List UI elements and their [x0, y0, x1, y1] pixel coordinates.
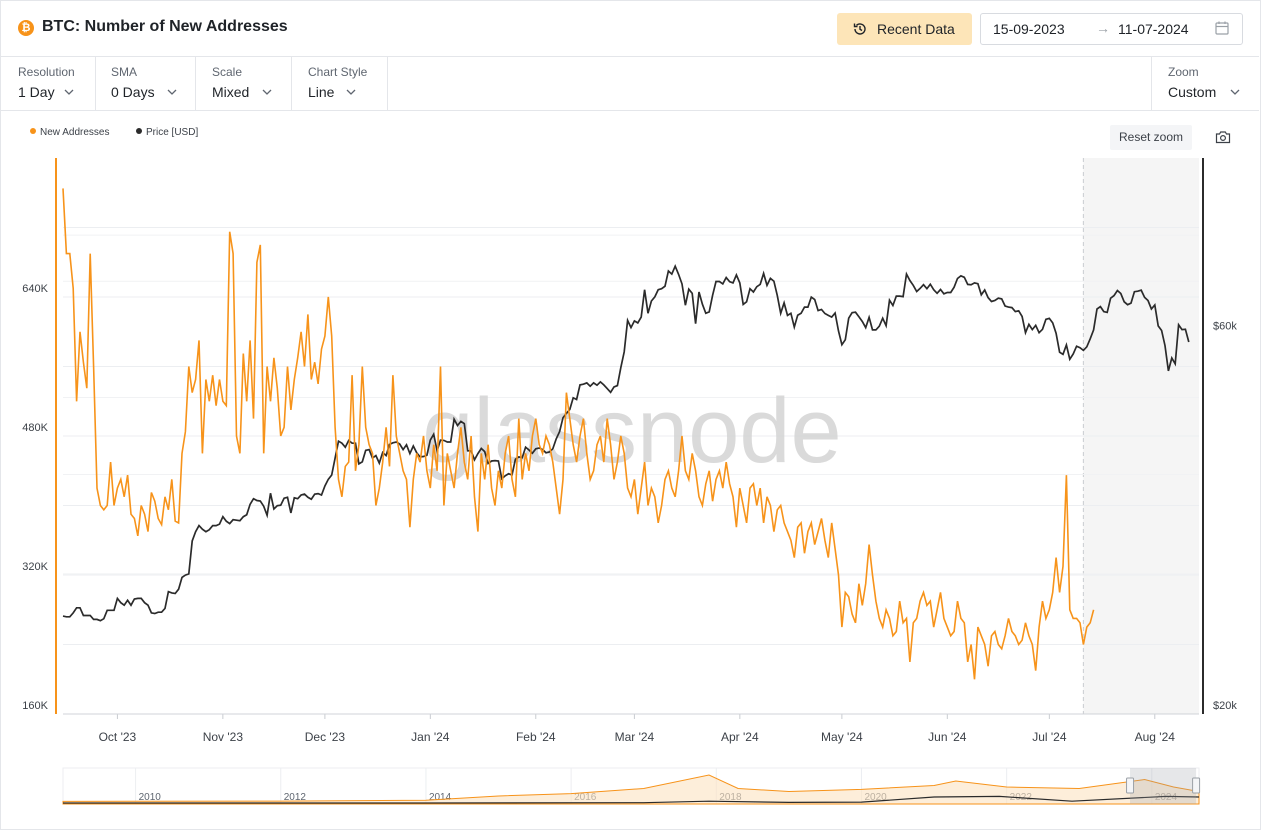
x-tick-label: Dec '23	[305, 730, 346, 744]
reset-zoom-button[interactable]: Reset zoom	[1110, 125, 1192, 150]
chevron-down-icon	[262, 89, 272, 95]
x-tick-label: Jul '24	[1032, 730, 1067, 744]
zoom-value: Custom	[1168, 84, 1217, 100]
y-tick-label: 160K	[22, 700, 48, 712]
x-axis: Oct '23 Nov '23 Dec '23 Jan '24 Feb '24 Mar '…	[99, 714, 1176, 744]
controls-bar: Resolution 1 Day SMA 0 Days Scale Mixed …	[0, 57, 1259, 111]
x-tick-label: Aug '24	[1135, 730, 1176, 744]
x-tick-label: Jan '24	[411, 730, 450, 744]
date-from[interactable]: 15-09-2023	[993, 21, 1065, 37]
arrow-right-icon: →	[1096, 20, 1110, 36]
navigator-handle[interactable]	[1126, 777, 1135, 794]
x-tick-label: Apr '24	[721, 730, 759, 744]
navigator-year-label: 2014	[429, 792, 452, 803]
chart-style-label: Chart Style	[308, 65, 368, 79]
navigator-year-label: 2012	[284, 792, 307, 803]
date-range-picker[interactable]: 15-09-2023 → 11-07-2024	[980, 13, 1243, 45]
right-axis: $20k $60k	[1213, 320, 1237, 712]
recent-data-label: Recent Data	[877, 21, 955, 37]
navigator-series-price	[63, 795, 1200, 804]
bitcoin-icon: ₿	[18, 20, 34, 36]
y-tick-label: 320K	[22, 561, 48, 573]
scale-select[interactable]: Scale Mixed	[196, 57, 292, 110]
chart-style-select[interactable]: Chart Style Line	[292, 57, 388, 110]
y-tick-label: 480K	[22, 422, 48, 434]
scale-value: Mixed	[212, 84, 250, 100]
x-tick-label: Jun '24	[928, 730, 967, 744]
recent-data-button[interactable]: Recent Data	[837, 13, 972, 45]
chevron-down-icon	[346, 89, 356, 95]
series-line-new-addresses	[62, 188, 1095, 680]
x-tick-label: Nov '23	[203, 730, 244, 744]
page-title: BTC: Number of New Addresses	[42, 18, 288, 35]
navigator-handle[interactable]	[1192, 777, 1201, 794]
y-tick-label: $60k	[1213, 320, 1237, 332]
zoom-label: Zoom	[1168, 65, 1199, 79]
date-to[interactable]: 11-07-2024	[1118, 21, 1189, 37]
resolution-label: Resolution	[18, 65, 75, 79]
legend-item-price[interactable]: Price [USD]	[136, 127, 198, 138]
legend-item-new-addresses[interactable]: New Addresses	[30, 127, 109, 138]
sma-value: 0 Days	[111, 84, 155, 100]
camera-icon[interactable]	[1215, 130, 1231, 144]
x-tick-label: Mar '24	[615, 730, 655, 744]
scale-label: Scale	[212, 65, 243, 79]
y-tick-label: $20k	[1213, 700, 1237, 712]
series-line-price	[62, 264, 1190, 622]
x-tick-label: Oct '23	[99, 730, 137, 744]
calendar-icon[interactable]	[1215, 21, 1229, 35]
chevron-down-icon	[1230, 89, 1240, 95]
chart-style-value: Line	[308, 84, 335, 100]
sma-select[interactable]: SMA 0 Days	[96, 57, 196, 110]
resolution-value: 1 Day	[18, 84, 55, 100]
y-tick-label: 640K	[22, 283, 48, 295]
x-tick-label: Feb '24	[516, 730, 556, 744]
legend-label: New Addresses	[40, 127, 110, 138]
chevron-down-icon	[167, 89, 177, 95]
gridlines	[63, 227, 1199, 645]
zoom-select[interactable]: Zoom Custom	[1151, 57, 1260, 110]
left-axis: 160K 320K 480K 640K	[22, 283, 48, 712]
resolution-select[interactable]: Resolution 1 Day	[0, 57, 96, 110]
header-bar: ₿ BTC: Number of New Addresses Recent Da…	[0, 0, 1259, 57]
history-icon	[853, 23, 866, 35]
chevron-down-icon	[64, 89, 74, 95]
legend-dot-orange	[30, 128, 36, 135]
sma-label: SMA	[111, 65, 138, 79]
navigator-selection[interactable]	[1130, 768, 1197, 804]
legend-dot-black	[136, 128, 142, 135]
x-tick-label: May '24	[821, 730, 863, 744]
navigator[interactable]: 20102012201420162018202020222024	[62, 767, 1201, 805]
legend-label: Price [USD]	[146, 127, 199, 138]
watermark: glassnode	[422, 380, 841, 482]
navigator-year-label: 2010	[139, 792, 162, 803]
